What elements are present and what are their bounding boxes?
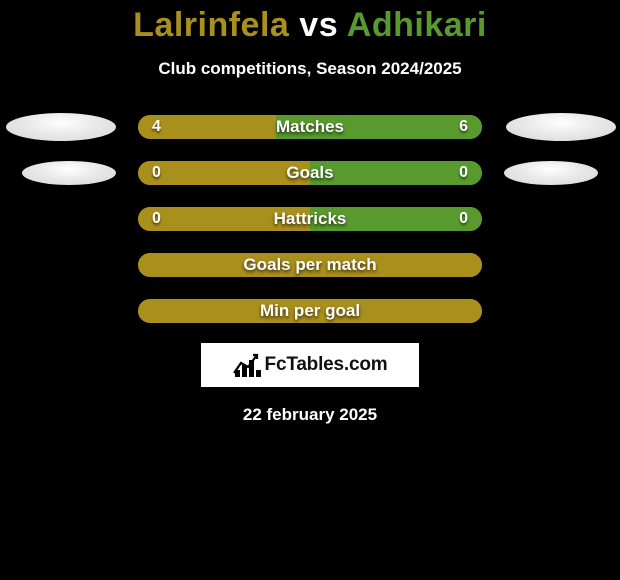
subtitle: Club competitions, Season 2024/2025	[0, 59, 620, 79]
stat-pill: Min per goal	[138, 299, 482, 323]
stat-row: 0 0 Hattricks	[0, 207, 620, 231]
stat-row: 0 0 Goals	[0, 161, 620, 185]
stat-value-right: 0	[459, 164, 468, 182]
stat-value-left: 0	[152, 164, 161, 182]
title-player2: Adhikari	[347, 6, 487, 44]
title-player1: Lalrinfela	[133, 6, 289, 44]
player-ellipse-left	[6, 113, 116, 141]
player-ellipse-right	[504, 161, 598, 185]
stat-fill-right	[310, 161, 482, 185]
brand-icon-bar	[235, 370, 240, 377]
brand-icon-bar	[249, 360, 254, 377]
stat-pill: 0 0 Goals	[138, 161, 482, 185]
stat-value-right: 0	[459, 210, 468, 228]
stat-row: Goals per match	[0, 253, 620, 277]
stat-pill: 0 0 Hattricks	[138, 207, 482, 231]
stat-value-left: 4	[152, 118, 161, 136]
title-vs: vs	[299, 6, 338, 44]
stat-fill-left	[138, 161, 310, 185]
stat-row: 4 6 Matches	[0, 115, 620, 139]
brand-icon-bar	[256, 370, 261, 377]
brand-box: FcTables.com	[201, 343, 419, 387]
stat-label: Hattricks	[274, 209, 347, 229]
brand-chart-icon	[233, 353, 259, 377]
date-label: 22 february 2025	[0, 405, 620, 425]
stat-label: Matches	[276, 117, 344, 137]
player-ellipse-right	[506, 113, 616, 141]
stat-pill: Goals per match	[138, 253, 482, 277]
brand-icon-bar	[242, 365, 247, 377]
stat-label: Goals	[286, 163, 333, 183]
stat-pill: 4 6 Matches	[138, 115, 482, 139]
stats-container: 4 6 Matches 0 0 Goals 0 0 Hattricks Goals per mat…	[0, 115, 620, 323]
brand-text: FcTables.com	[265, 354, 388, 376]
stat-row: Min per goal	[0, 299, 620, 323]
stat-label: Goals per match	[243, 255, 376, 275]
page-title: Lalrinfela vs Adhikari	[0, 0, 620, 45]
stat-value-left: 0	[152, 210, 161, 228]
stat-value-right: 6	[459, 118, 468, 136]
player-ellipse-left	[22, 161, 116, 185]
stat-label: Min per goal	[260, 301, 360, 321]
